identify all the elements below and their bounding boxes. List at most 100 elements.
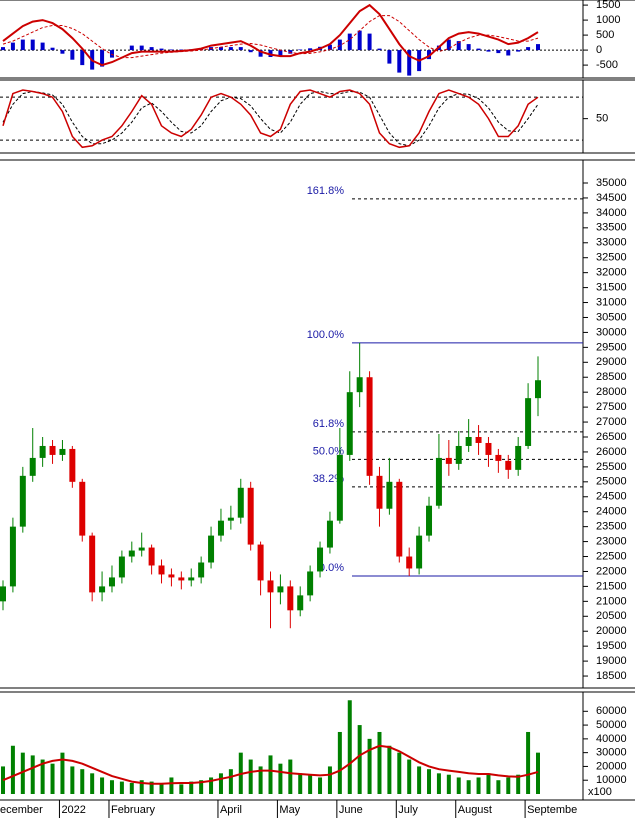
fib-label: 61.8% [313, 418, 344, 430]
bar [90, 773, 95, 794]
y-tick-label: 28000 [596, 386, 627, 398]
y-tick-label: 0 [596, 44, 602, 56]
y-tick-label: 28500 [596, 371, 627, 383]
x-tick-label: 2022 [61, 804, 85, 816]
bar [516, 50, 521, 52]
candle-body [168, 574, 175, 578]
bar [506, 777, 511, 794]
candle-body [267, 580, 274, 593]
bar [228, 47, 233, 51]
bar [318, 777, 323, 794]
y-tick-label: -500 [596, 59, 618, 71]
y-tick-label: 30000 [596, 326, 627, 338]
bar [50, 47, 55, 51]
candle-body [376, 475, 383, 509]
y-tick-label: 50000 [596, 719, 627, 731]
bar [218, 773, 223, 794]
bar [228, 769, 233, 794]
y-tick-label: 34000 [596, 207, 627, 219]
bar [30, 755, 35, 794]
candle-body [247, 487, 254, 545]
bar [100, 777, 105, 794]
bar [258, 766, 263, 794]
y-tick-label: 29500 [596, 341, 627, 353]
y-tick-label: 1500 [596, 0, 620, 11]
bar [1, 766, 5, 794]
bar [456, 41, 461, 51]
y-tick-label: 31000 [596, 296, 627, 308]
candle-body [49, 445, 56, 455]
bar [60, 752, 65, 794]
candle-body [79, 481, 86, 536]
bar [466, 780, 471, 794]
y-tick-label: 26500 [596, 431, 627, 443]
bar [446, 39, 451, 51]
y-tick-label: 19500 [596, 640, 627, 652]
bar [476, 48, 481, 51]
bar [109, 780, 114, 794]
y-tick-label: 23000 [596, 535, 627, 547]
y-tick-label: 18500 [596, 670, 627, 682]
bar [516, 774, 521, 794]
bar [169, 49, 174, 51]
y-tick-label: 10000 [596, 774, 627, 786]
fib-label: 100.0% [307, 329, 345, 341]
candle-body [128, 550, 135, 557]
bar [288, 50, 293, 54]
bar [417, 766, 422, 794]
bar [367, 738, 372, 794]
y-tick-label: 27000 [596, 416, 627, 428]
bar [526, 731, 531, 794]
bar [80, 769, 85, 794]
candle-body [69, 448, 76, 482]
y-tick-label: 35000 [596, 177, 627, 189]
candle-body [118, 556, 125, 578]
bar [337, 731, 342, 794]
y-tick-label: 21000 [596, 595, 627, 607]
candle-body [317, 547, 324, 572]
bar [189, 781, 194, 794]
bar [367, 33, 372, 51]
candle-body [307, 571, 314, 596]
candle-body [326, 520, 333, 548]
bar [397, 752, 402, 794]
bar [377, 731, 382, 794]
x-tick-label: July [398, 804, 418, 816]
candle-body [287, 586, 294, 611]
bar [298, 773, 303, 794]
candle-body [178, 577, 185, 581]
candle-body [59, 448, 66, 455]
bar [357, 30, 362, 51]
candle-body [138, 547, 145, 551]
candle-body [396, 481, 403, 557]
bar [1, 47, 5, 51]
y-tick-label: 60000 [596, 705, 627, 717]
y-tick-label: 19000 [596, 655, 627, 667]
bar [377, 48, 382, 51]
candle-body [426, 505, 433, 536]
bar [268, 50, 273, 57]
bar [238, 47, 243, 51]
y-tick-label: 22000 [596, 565, 627, 577]
candle-body [217, 520, 224, 536]
bar [30, 39, 35, 51]
x-tick-label: May [279, 804, 300, 816]
bar [486, 773, 491, 794]
bar [456, 777, 461, 794]
bar [347, 33, 352, 51]
candle-body [19, 475, 26, 527]
bar [327, 44, 332, 51]
bar [10, 42, 15, 51]
bar [327, 766, 332, 794]
y-tick-label: 20500 [596, 610, 627, 622]
candle-body [277, 586, 284, 593]
bar [10, 745, 15, 794]
bar [40, 42, 45, 51]
y-tick-label: 1000 [596, 14, 620, 26]
bar [466, 44, 471, 51]
bar [149, 781, 154, 794]
candle-body [356, 377, 363, 393]
bar [427, 769, 432, 794]
x-tick-label: April [220, 804, 242, 816]
